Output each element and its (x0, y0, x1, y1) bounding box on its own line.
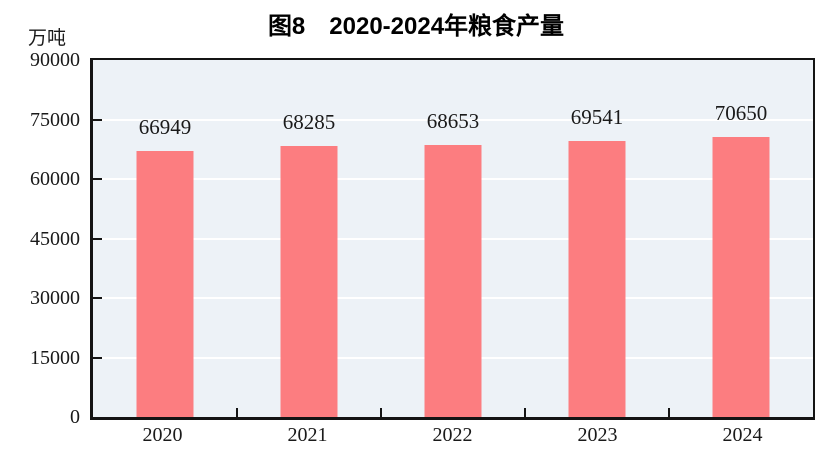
y-axis-tick (93, 356, 102, 359)
y-axis-tick (93, 237, 102, 240)
y-axis-unit-label: 万吨 (28, 28, 67, 49)
x-tick-label: 2024 (722, 424, 763, 446)
x-axis-tick (668, 408, 670, 417)
x-tick-label: 2023 (577, 424, 618, 446)
bar-value-label: 69541 (570, 105, 624, 130)
chart-title: 图8 2020-2024年粮食产量 (267, 13, 565, 40)
y-axis-labels: 0 15000 30000 45000 60000 75000 90000 (0, 50, 80, 427)
bar-2021 (280, 146, 338, 417)
x-axis-tick (236, 408, 238, 417)
x-axis-tick (380, 408, 382, 417)
bar-value-label: 70650 (714, 100, 768, 125)
y-tick-label: 90000 (30, 49, 80, 71)
y-tick-label: 30000 (30, 287, 80, 309)
plot-area: 66949 68285 68653 69541 70650 (90, 58, 815, 420)
bar-value-label: 68285 (282, 110, 336, 135)
bar-2020 (136, 151, 194, 417)
y-tick-label: 0 (70, 406, 80, 428)
y-axis-tick (93, 118, 102, 121)
bar-2022 (424, 144, 482, 417)
x-axis-labels: 2020 2021 2022 2023 2024 (90, 424, 815, 454)
y-tick-label: 15000 (30, 346, 80, 369)
y-axis-tick (93, 178, 102, 181)
x-tick-label: 2022 (432, 424, 473, 446)
y-tick-label: 75000 (30, 108, 80, 131)
y-tick-label: 45000 (30, 227, 80, 250)
bar-value-label: 68653 (426, 108, 480, 133)
gridline (93, 118, 813, 121)
y-axis-tick (93, 297, 102, 300)
x-tick-label: 2021 (287, 424, 328, 446)
bar-2024 (712, 136, 770, 417)
x-axis-tick (524, 408, 526, 417)
bar-2023 (568, 141, 626, 417)
x-tick-label: 2020 (142, 424, 183, 446)
y-tick-label: 60000 (30, 168, 80, 190)
bar-value-label: 66949 (138, 115, 192, 140)
